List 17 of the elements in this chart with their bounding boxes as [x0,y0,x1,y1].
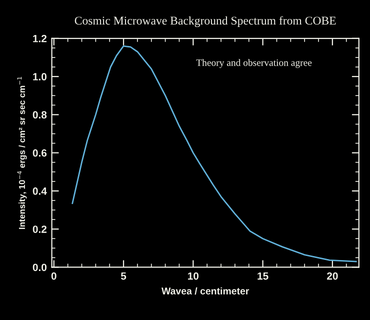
x-tick-label: 5 [120,272,126,280]
y-tick-label: 1.0 [33,73,47,80]
y-tick-label: 0.2 [32,226,47,233]
y-tick-label: 0.0 [32,264,47,272]
x-axis-title: Wavea / centimeter [162,287,250,295]
x-tick-label: 0 [51,272,56,280]
line-series [72,45,357,262]
x-tick-label: 20 [327,272,338,280]
y-tick-label: 1.2 [33,34,47,42]
annotation: Theory and observation agree [196,59,312,68]
y-tick-label: 0.8 [32,111,47,119]
x-tick-label: 15 [258,272,268,280]
x-tick-label: 10 [188,272,199,280]
y-tick-label: 0.4 [32,187,47,195]
chart-title: Cosmic Microwave Background Spectrum from COBE [74,16,336,28]
y-tick-label: 0.6 [32,149,47,157]
y-axis-title: Intensity, 10$^{−4}$ ergs / cm² sr sec cm$^{−1}$ [17,76,27,229]
